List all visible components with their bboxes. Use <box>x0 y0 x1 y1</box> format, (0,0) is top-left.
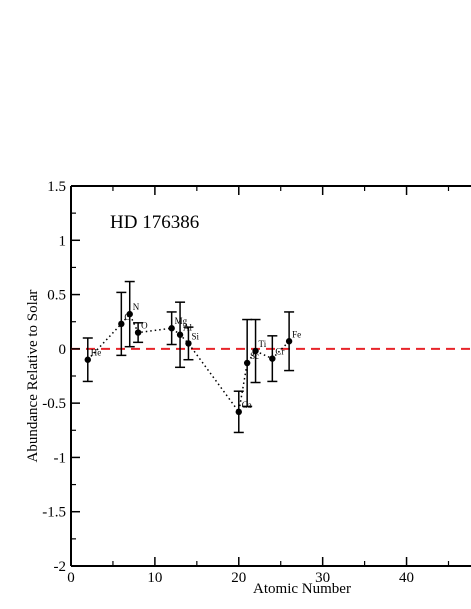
y-axis-label: Abundance Relative to Solar <box>25 290 41 463</box>
data-marker <box>168 325 175 332</box>
element-label: Ca <box>242 400 252 410</box>
x-tick-label: 0 <box>67 570 75 586</box>
data-point-he <box>82 337 93 383</box>
data-point-c <box>116 291 127 357</box>
element-label: Ti <box>259 339 267 349</box>
data-point-ti <box>250 318 261 384</box>
y-tick-label: 0.5 <box>47 288 66 304</box>
chart-annotation: HD 176386 <box>110 212 199 233</box>
data-point-n <box>124 280 135 348</box>
data-marker <box>243 359 251 367</box>
y-tick-label: 0 <box>59 342 67 358</box>
element-label: C <box>124 312 130 322</box>
data-point-o <box>133 322 144 344</box>
data-marker <box>134 329 142 336</box>
y-tick-label: -0.5 <box>42 396 66 412</box>
data-point-mg <box>166 311 177 346</box>
data-marker <box>185 340 192 347</box>
element-label: Cr <box>275 347 284 357</box>
data-point-fe <box>284 311 295 372</box>
data-point-ca <box>233 390 244 434</box>
y-tick-label: -2 <box>54 559 67 575</box>
element-label: N <box>133 302 140 312</box>
y-tick-label: -1.5 <box>42 505 66 521</box>
data-marker <box>118 320 125 328</box>
element-label: He <box>91 348 102 358</box>
x-axis-label: Atomic Number <box>253 581 351 597</box>
element-label: Fe <box>292 329 301 339</box>
y-tick-label: -1 <box>54 450 67 466</box>
element-label: Si <box>191 331 199 341</box>
data-marker <box>84 356 91 363</box>
data-point-cr <box>267 335 278 383</box>
data-point-al <box>175 301 186 369</box>
data-marker <box>269 355 276 362</box>
data-point-si <box>183 326 194 361</box>
data-marker <box>235 408 242 416</box>
x-tick-label: 10 <box>147 570 162 586</box>
data-marker <box>285 338 293 345</box>
x-tick-label: 30 <box>315 570 330 586</box>
x-tick-label: 40 <box>399 570 414 586</box>
element-label: O <box>141 321 148 331</box>
y-tick-label: 1 <box>59 233 67 249</box>
element-label: Sc <box>250 351 259 361</box>
x-tick-label: 20 <box>231 570 246 586</box>
data-point-sc <box>242 318 253 408</box>
element-label: Al <box>183 323 192 333</box>
data-marker <box>252 347 259 355</box>
data-marker <box>176 331 184 338</box>
data-marker <box>126 310 133 318</box>
y-tick-label: 1.5 <box>47 179 66 195</box>
element-label: Mg <box>175 316 188 326</box>
